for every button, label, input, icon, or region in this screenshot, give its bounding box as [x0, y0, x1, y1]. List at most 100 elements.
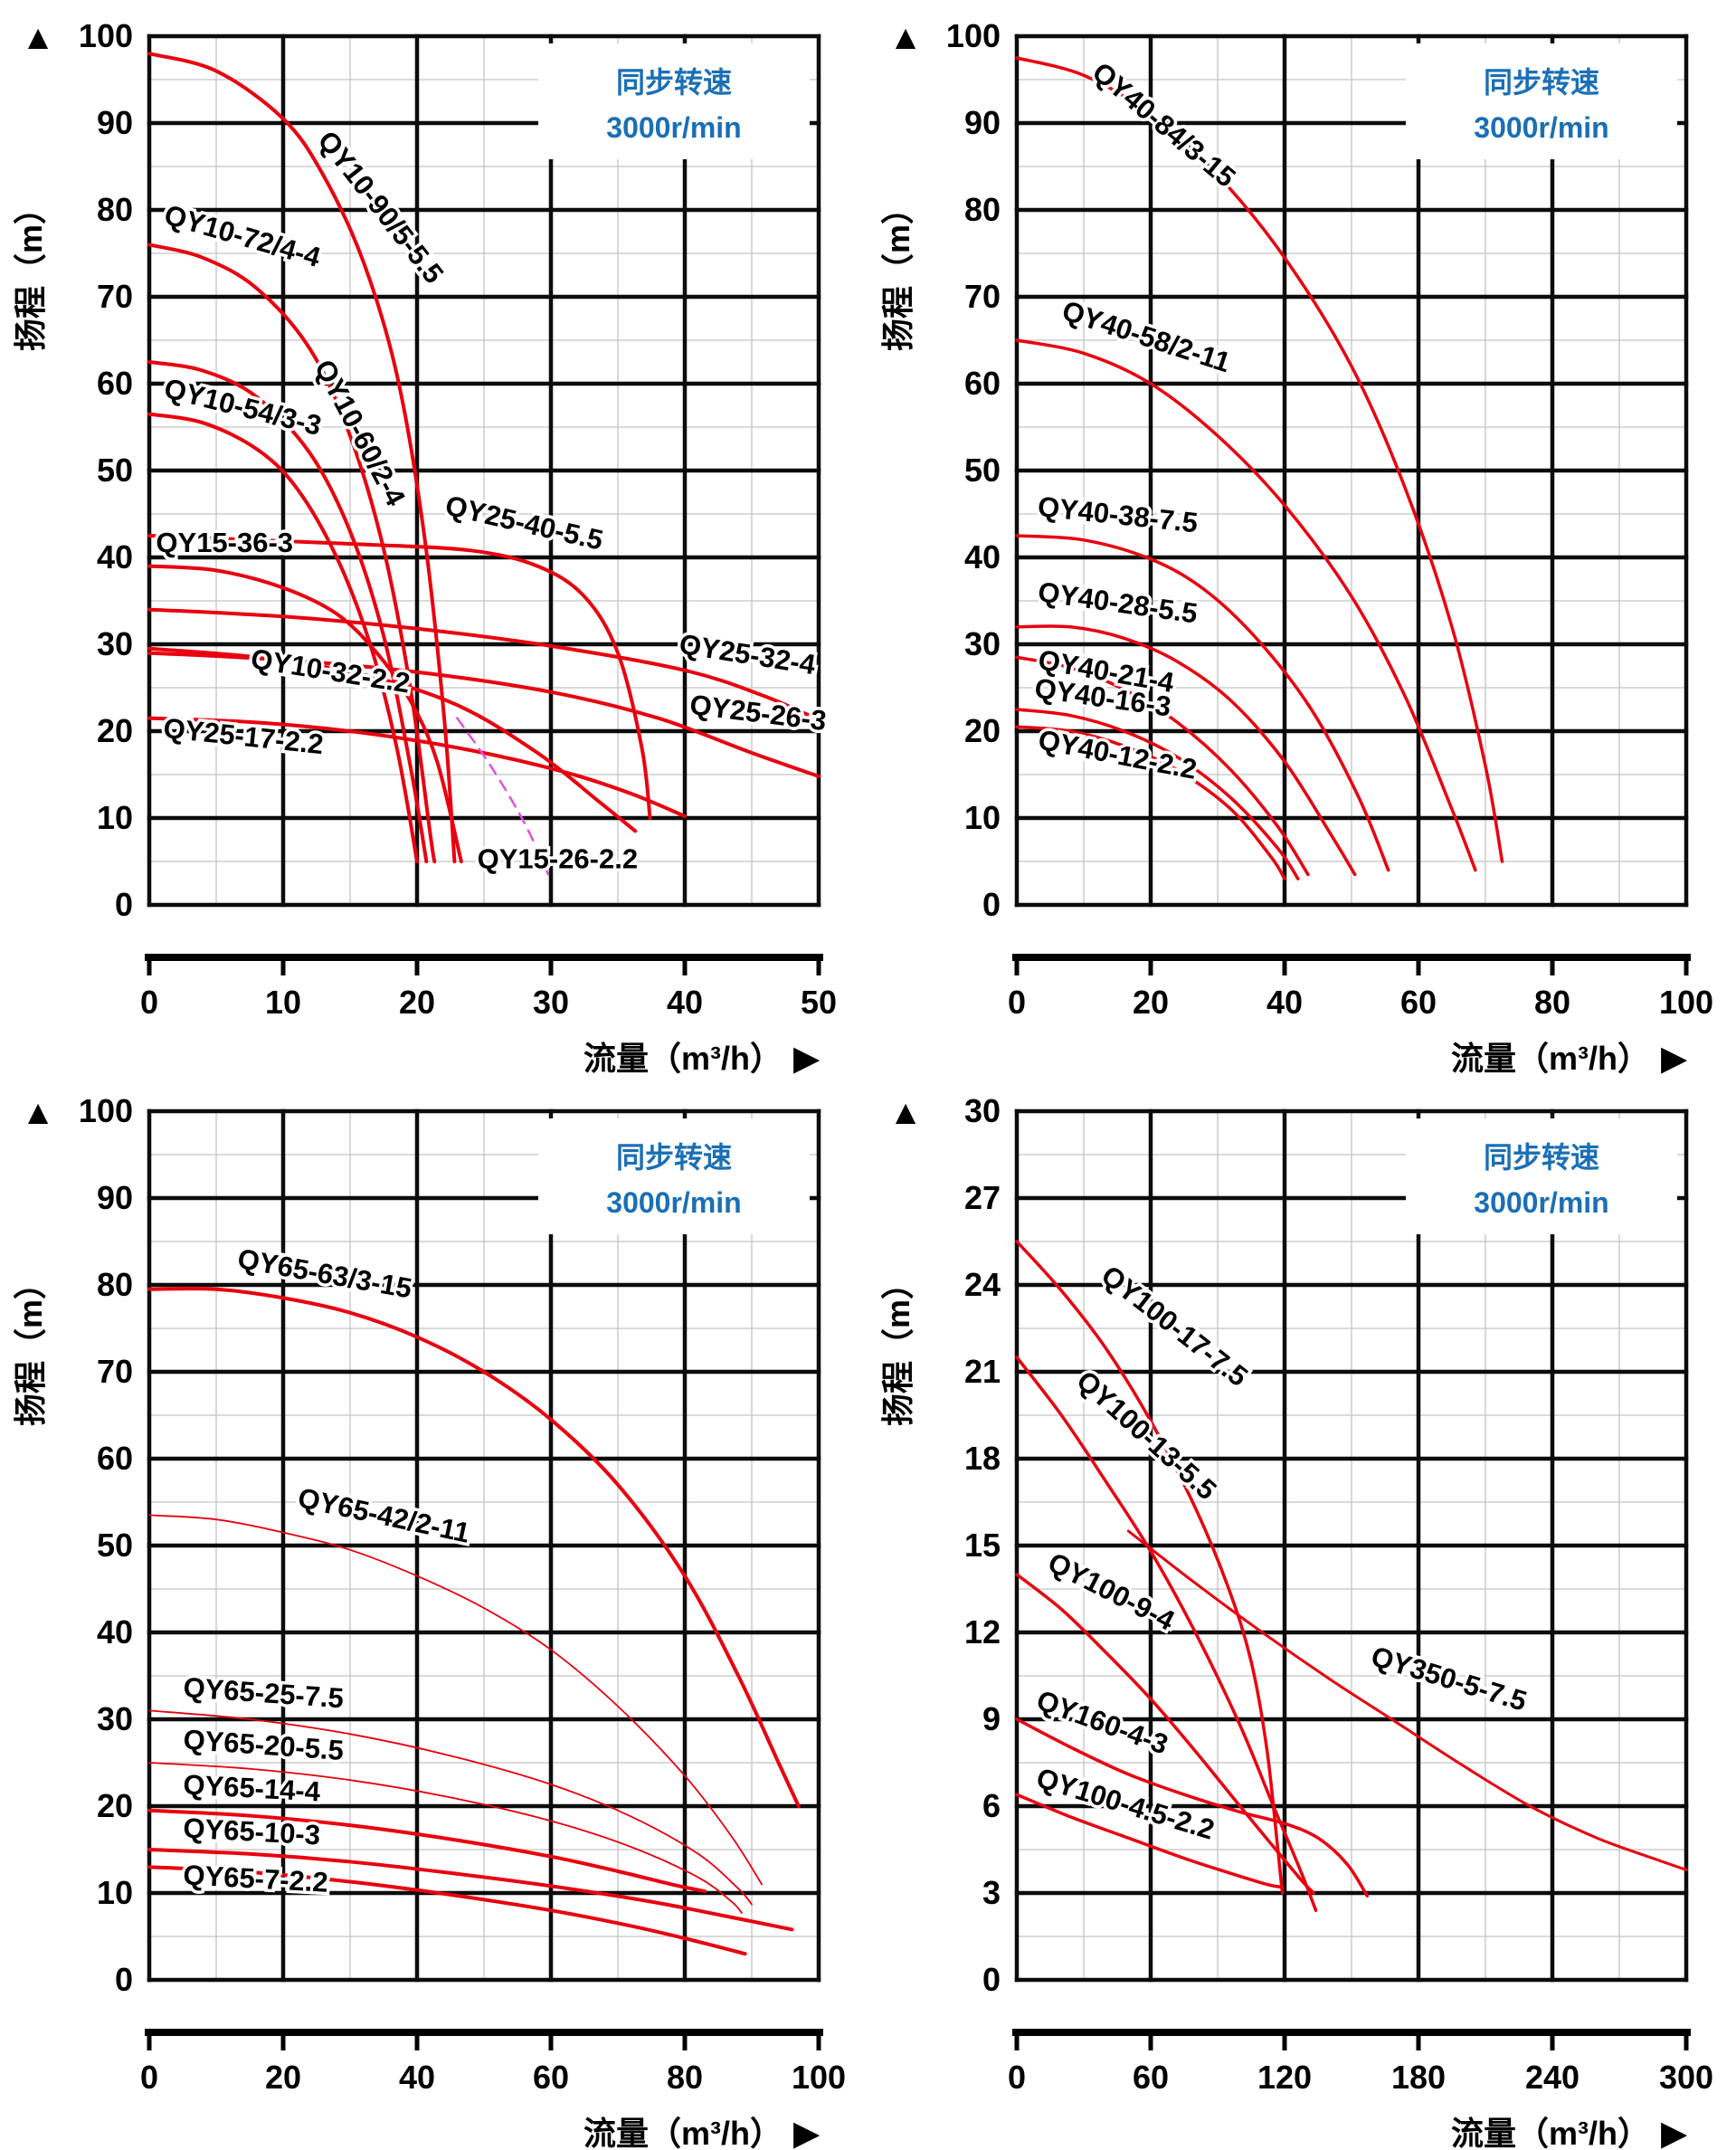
curve-QY100-4.5-2.2 — [1015, 1793, 1285, 1889]
curve-label-group: QY40-84/3-15QY40-58/2-11QY40-38-7.5QY40-… — [1029, 52, 1245, 788]
x-axis-title: 流量（m³/h） — [583, 1040, 783, 1075]
y-tick-label: 50 — [97, 452, 133, 489]
x-tick-label: 20 — [265, 2059, 301, 2096]
sync-speed-label: 同步转速 3000r/min — [1406, 43, 1677, 159]
chart-cell-qy10-qy25: 同步转速 3000r/min QY10-90/5-5.5 QY10-72/4-4 QY1… — [0, 0, 868, 1078]
y-tick-label: 18 — [964, 1440, 1001, 1477]
curve-QY160-4-3 — [1015, 1717, 1370, 1898]
sync-speed-label: 同步转速 3000r/min — [538, 43, 810, 159]
sync-speed-text-line2: 3000r/min — [1474, 1186, 1608, 1219]
y-tick-label: 20 — [964, 712, 1001, 749]
y-axis-arrow-icon: ▲ — [888, 1094, 923, 1132]
x-axis-arrow-icon: ▶ — [1661, 1040, 1688, 1075]
x-tick-label: 0 — [140, 2059, 158, 2096]
curve-label-QY10-90/5-5.5: QY10-90/5-5.5 — [311, 125, 450, 290]
pump-curve-chart-2: 同步转速3000r/minQY40-84/3-15QY40-58/2-11QY4… — [879, 17, 1713, 1078]
sync-speed-text-line1: 同步转速 — [1484, 66, 1599, 99]
y-tick-label: 80 — [964, 191, 1001, 228]
pump-curve-chart-3: 同步转速3000r/minQY65-63/3-15QY65-42/2-11QY6… — [12, 1092, 846, 2150]
x-tick-label: 0 — [140, 984, 158, 1021]
sync-speed-text-line1: 同步转速 — [616, 1141, 732, 1174]
curve-label-QY65-7-2.2: QY65-7-2.2 — [183, 1859, 329, 1898]
x-tick-label: 80 — [1534, 984, 1570, 1021]
sync-speed-text-line2: 3000r/min — [606, 1186, 741, 1219]
y-tick-label: 30 — [97, 625, 133, 662]
x-tick-label: 0 — [1008, 2059, 1026, 2096]
y-tick-label: 60 — [97, 365, 133, 402]
x-tick-label: 300 — [1659, 2059, 1713, 2096]
x-axis-arrow-icon: ▶ — [793, 1040, 821, 1075]
y-axis-title: 扬程（m） — [879, 192, 916, 351]
sync-speed-text-line1: 同步转速 — [616, 66, 732, 99]
x-tick-label: 180 — [1391, 2059, 1446, 2096]
x-tick-label: 20 — [399, 984, 435, 1021]
y-tick-label: 90 — [97, 1179, 133, 1216]
chart-cell-qy40: 同步转速 3000r/min QY40-84/3-15 QY40-58/2-11 QY4… — [868, 0, 1736, 1078]
x-tick-label: 0 — [1008, 984, 1026, 1021]
y-tick-label: 3 — [982, 1874, 1001, 1911]
curve-label-QY40-58/2-11: QY40-58/2-11 — [1058, 294, 1234, 378]
y-tick-label: 10 — [964, 799, 1001, 836]
y-tick-label: 0 — [982, 1961, 1001, 1998]
x-axis-title: 流量（m³/h） — [583, 2115, 783, 2150]
y-tick-label: 60 — [964, 365, 1001, 402]
y-tick-label: 20 — [97, 1787, 133, 1824]
curve-QY10-90/5-5.5 — [147, 52, 457, 863]
x-tick-label: 20 — [1133, 984, 1169, 1021]
pump-curve-chart-1: 同步转速 3000r/minQY10-90/5-5.5QY10-72/4-4QY1… — [12, 17, 837, 1078]
chart-cell-qy65: 同步转速 3000r/min QY65-63/3-15 QY65-42/2-11 QY6… — [0, 1075, 868, 2150]
y-tick-label: 15 — [964, 1527, 1001, 1564]
grid-minor — [1017, 1111, 1686, 1980]
x-axis-title: 流量（m³/h） — [1451, 2115, 1650, 2150]
y-tick-label: 50 — [964, 452, 1001, 489]
y-tick-label: 60 — [97, 1440, 133, 1477]
x-axis — [145, 2029, 823, 2050]
curve-label-QY100-9-4: QY100-9-4 — [1043, 1546, 1181, 1637]
pump-curve-chart-4: 同步转速3000r/minQY100-17-7.5QY100-13-5.5QY1… — [879, 1092, 1713, 2150]
curve-QY65-25-7.5 — [148, 1709, 753, 1906]
curve-QY40-21-4 — [1015, 655, 1310, 877]
curve-QY65-42/2-11 — [148, 1514, 763, 1886]
y-tick-label: 100 — [79, 1092, 133, 1129]
y-axis-title: 扬程（m） — [12, 192, 49, 351]
x-tick-label: 30 — [533, 984, 569, 1021]
curve-QY100-13-5.5 — [1015, 1356, 1318, 1912]
curve-QY15-36-3 — [147, 564, 463, 863]
y-tick-label: 30 — [964, 625, 1001, 662]
curve-QY100-9-4 — [1015, 1573, 1315, 1895]
curve-label-group: QY100-17-7.5QY100-13-5.5QY100-9-4QY350-5… — [1029, 1256, 1533, 1849]
y-tick-label: 10 — [97, 799, 133, 836]
curve-QY40-12-2.2 — [1015, 725, 1286, 880]
curve-label-QY40-28-5.5: QY40-28-5.5 — [1036, 576, 1200, 629]
y-axis-title: 扬程（m） — [12, 1267, 49, 1426]
grid-major — [1014, 33, 1689, 908]
x-tick-label: 10 — [265, 984, 301, 1021]
grid-major — [147, 1108, 821, 1983]
curve-label-QY65-10-3: QY65-10-3 — [183, 1812, 321, 1851]
curve-QY65-20-5.5 — [148, 1762, 743, 1914]
y-tick-label: 40 — [97, 538, 133, 576]
x-tick-label: 40 — [399, 2059, 435, 2096]
x-axis — [1012, 2029, 1691, 2050]
y-tick-label: 0 — [982, 886, 1001, 923]
x-axis — [145, 954, 823, 975]
curve-group — [1015, 1240, 1688, 1912]
sync-speed-label-background — [538, 43, 810, 159]
x-tick-label: 240 — [1525, 2059, 1579, 2096]
chart-cell-qy100-qy350: 同步转速 3000r/min QY100-17-7.5 QY100-13-5.5 QY1… — [868, 1075, 1736, 2150]
x-axis-arrow-icon: ▶ — [1661, 2115, 1688, 2150]
curve-label-QY40-38-7.5: QY40-38-7.5 — [1036, 490, 1199, 538]
y-tick-label: 30 — [97, 1700, 133, 1737]
y-tick-label: 30 — [964, 1092, 1001, 1129]
y-tick-label: 70 — [97, 1353, 133, 1390]
curve-QY25-17-2.2 — [147, 716, 687, 819]
curve-QY40-84/3-15 — [1015, 56, 1504, 863]
sync-speed-text-line2: 3000r/min — [606, 111, 741, 144]
curve-QY65-63/3-15 — [147, 1287, 801, 1808]
x-axis — [1012, 954, 1691, 975]
y-tick-label: 80 — [97, 1266, 133, 1303]
sync-speed-label: 同步转速 3000r/min — [538, 1118, 810, 1234]
y-tick-label: 100 — [946, 17, 1001, 54]
curve-QY65-14-4 — [147, 1808, 707, 1894]
